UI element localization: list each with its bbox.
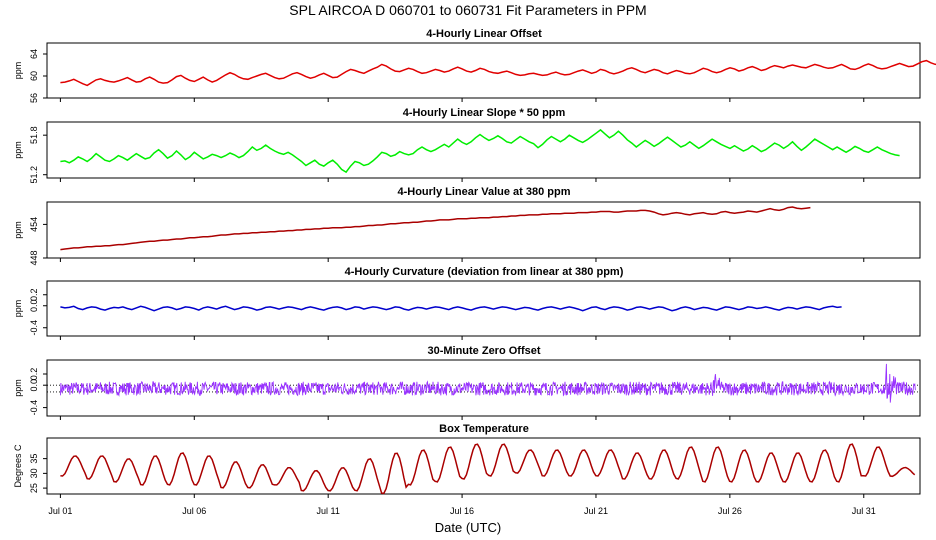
panel-title: 4-Hourly Linear Value at 380 ppm [397, 186, 570, 198]
panel-3: 4-Hourly Linear Value at 380 ppm ppm 448 45… [13, 186, 921, 266]
x-axis-label: Date (UTC) [435, 520, 501, 535]
x-tick-label: Jul 01 [48, 506, 72, 516]
x-tick-label: Jul 06 [182, 506, 206, 516]
series-line [60, 59, 936, 87]
y-tick-label: 30 [29, 468, 39, 478]
y-tick-label: -0.4 [29, 320, 39, 336]
x-tick-label: Jul 11 [317, 506, 340, 516]
series-line [60, 305, 842, 312]
y-tick-label: 51.2 [29, 166, 39, 184]
panel-title: Box Temperature [439, 423, 529, 435]
panel-title: 30-Minute Zero Offset [427, 345, 540, 357]
y-tick-label: 454 [29, 217, 39, 232]
panels: 4-Hourly Linear Offsetppm5660644-Hourly … [13, 28, 936, 498]
plot-frame [46, 280, 921, 337]
y-tick-label: 448 [29, 250, 39, 265]
series-line [59, 363, 916, 403]
y-tick-label: 0.0 [29, 379, 39, 392]
panel-title: 4-Hourly Linear Slope * 50 ppm [403, 107, 566, 119]
x-axis: Jul 01 Jul 06 Jul 11 Jul 16 Jul 21 Jul 26 Jul … [48, 506, 875, 516]
plot-frame [46, 437, 921, 495]
panel-1: 4-Hourly Linear Offset ppm 56 60 64 [13, 28, 936, 103]
panel-6: Box Temperature Degrees C 25 30 35 [13, 423, 921, 498]
series-line [60, 443, 916, 495]
plot-frame [46, 359, 921, 417]
x-tick-label: Jul 21 [584, 506, 608, 516]
y-tick-label: 56 [29, 93, 39, 103]
series-line [60, 206, 811, 251]
x-tick-label: Jul 31 [852, 506, 876, 516]
y-axis-label: ppm [13, 300, 23, 318]
x-tick-label: Jul 26 [718, 506, 742, 516]
y-tick-label: 0.0 [29, 299, 39, 312]
y-axis-label: Degrees C [13, 444, 23, 488]
plot-frame [46, 42, 921, 99]
y-axis-label: ppm [13, 62, 23, 80]
plot-frame [46, 201, 921, 259]
y-tick-label: 64 [29, 49, 39, 59]
plot-frame [46, 121, 921, 179]
panel-title: 4-Hourly Curvature (deviation from linea… [345, 266, 624, 278]
y-tick-label: -0.4 [29, 400, 39, 416]
main-title: SPL AIRCOA D 060701 to 060731 Fit Parame… [289, 2, 646, 18]
y-tick-label: 51.8 [29, 126, 39, 144]
y-tick-label: 60 [29, 71, 39, 81]
panel-4: 4-Hourly Curvature (deviation from linea… [13, 266, 921, 340]
panel-title: 4-Hourly Linear Offset [426, 28, 542, 40]
series-line [60, 128, 900, 174]
y-tick-label: 0.2 [29, 368, 39, 381]
x-tick-label: Jul 16 [450, 506, 474, 516]
y-axis-label: ppm [13, 221, 23, 239]
y-axis-label: ppm [13, 379, 23, 397]
panel-5: 30-Minute Zero Offset ppm -0.4 0.00.2 [13, 345, 921, 420]
panel-2: 4-Hourly Linear Slope * 50 ppm ppm 51.2 51.… [13, 107, 921, 184]
y-tick-label: 25 [29, 483, 39, 493]
y-tick-label: 35 [29, 454, 39, 464]
y-axis-label: ppm [13, 141, 23, 159]
y-tick-label: 0.2 [29, 288, 39, 301]
